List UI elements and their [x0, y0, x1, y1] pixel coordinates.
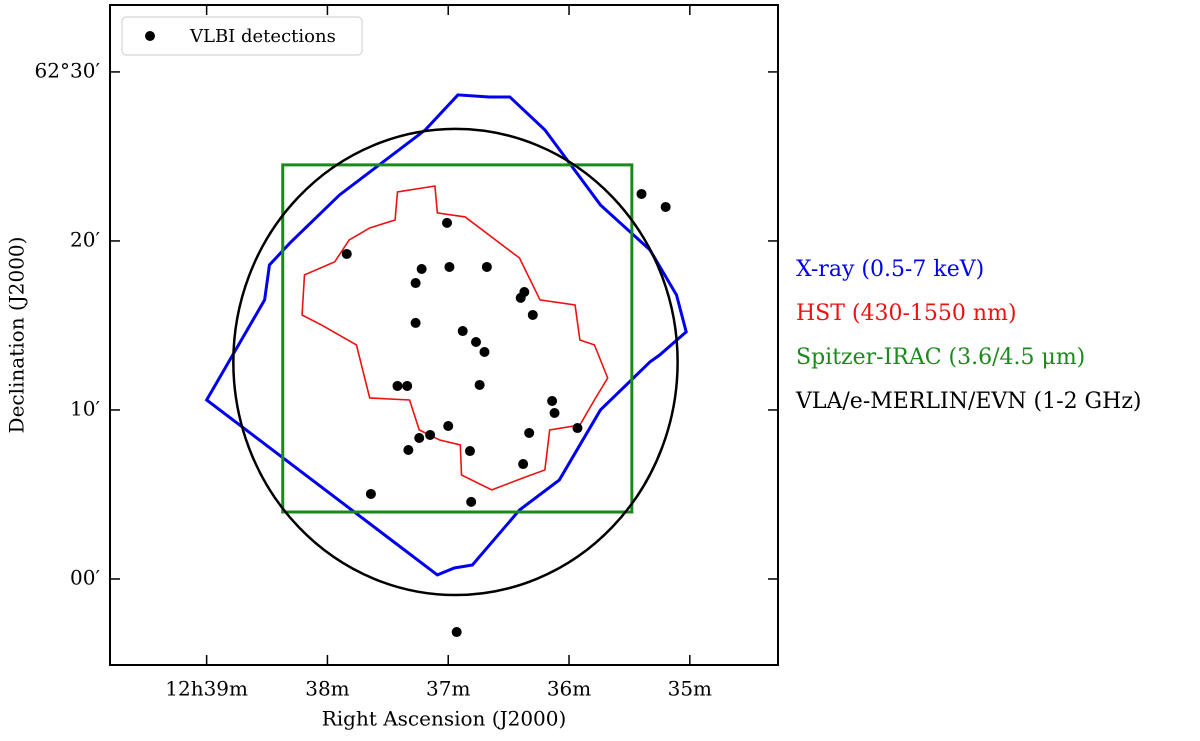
data-point — [471, 337, 482, 348]
data-point — [474, 379, 485, 390]
region-outline — [232, 127, 679, 597]
data-point — [527, 309, 538, 320]
x-axis-label: Right Ascension (J2000) — [322, 707, 567, 731]
x-tick-label: 12h39m — [165, 677, 248, 701]
data-point — [341, 248, 352, 259]
data-point — [392, 380, 403, 391]
data-point — [636, 188, 647, 199]
legend-box — [121, 16, 363, 56]
data-point — [443, 421, 454, 432]
region-legend-label: HST (430-1550 nm) — [796, 301, 1017, 326]
region-outline — [301, 185, 609, 491]
region-legend-label: VLA/e-MERLIN/EVN (1-2 GHz) — [795, 389, 1142, 414]
y-tick-label: 10′ — [70, 396, 100, 420]
data-point — [410, 278, 421, 289]
data-point — [416, 264, 427, 274]
region-legend-label: Spitzer-IRAC (3.6/4.5 μm) — [796, 345, 1085, 370]
region-outline — [281, 163, 634, 514]
data-point — [549, 408, 560, 418]
data-point — [466, 496, 477, 507]
data-point — [479, 346, 490, 357]
y-axis-label: Declination (J2000) — [5, 237, 29, 434]
data-point — [403, 445, 414, 456]
data-point — [464, 446, 475, 457]
y-tick-label: 62°30′ — [35, 58, 101, 82]
region-legend-label: X-ray (0.5-7 keV) — [796, 257, 984, 282]
data-point — [457, 326, 468, 337]
data-point — [365, 488, 376, 499]
y-tick-label: 20′ — [70, 227, 100, 251]
legend-label: VLBI detections — [189, 26, 336, 47]
legend-marker — [145, 31, 155, 41]
data-point — [414, 433, 425, 444]
data-point — [481, 261, 492, 272]
data-point — [518, 459, 529, 470]
x-tick-label: 38m — [305, 677, 349, 701]
data-point — [451, 627, 462, 638]
data-point — [402, 380, 413, 391]
data-point — [442, 217, 453, 228]
data-point — [425, 429, 436, 440]
data-point — [572, 423, 583, 434]
y-tick-label: 00′ — [70, 565, 100, 589]
data-point — [444, 261, 455, 272]
x-tick-label: 37m — [426, 677, 470, 701]
x-tick-label: 35m — [668, 677, 712, 701]
x-tick-label: 36m — [547, 677, 591, 701]
data-point — [660, 201, 671, 212]
data-point — [515, 292, 526, 303]
plot-frame — [109, 4, 779, 666]
data-point — [547, 396, 558, 406]
data-point — [410, 317, 421, 328]
data-point — [524, 427, 535, 438]
